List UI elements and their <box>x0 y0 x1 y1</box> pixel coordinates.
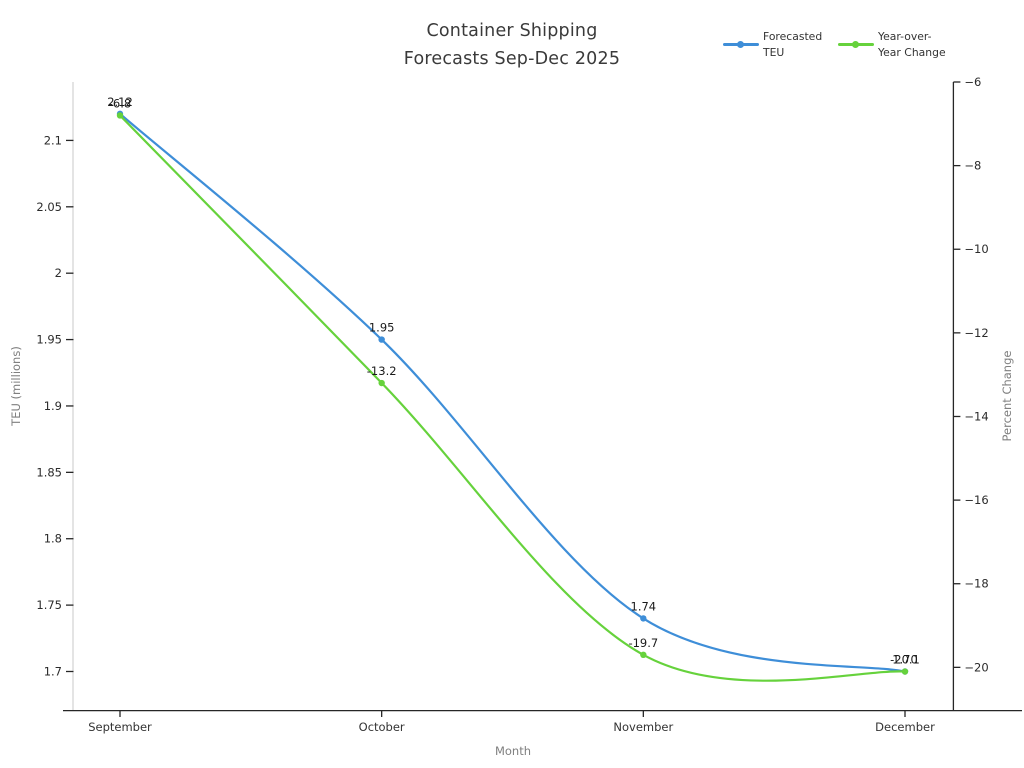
x-tick-label: December <box>875 720 935 734</box>
legend-marker-dot-icon <box>852 40 859 48</box>
data-point-marker <box>640 651 647 659</box>
y-left-tick-label: 1.85 <box>36 465 62 479</box>
legend-label-line1: Year-over- <box>878 30 932 43</box>
y-left-tick-label: 1.95 <box>36 333 62 347</box>
y-right-tick-label: −20 <box>964 660 988 674</box>
y-right-tick-label: −16 <box>964 493 988 507</box>
y-right-tick-label: −6 <box>964 75 981 89</box>
y-left-tick-label: 2.05 <box>36 200 62 214</box>
data-point-marker <box>116 112 124 119</box>
legend-item-forecasted-teu: Forecasted TEU <box>723 29 823 60</box>
legend-label-line1: Forecasted <box>763 30 823 43</box>
data-point-label: 2.12 <box>107 95 133 109</box>
y-left-tick-label: 2 <box>55 266 62 280</box>
y-axis-title-right: Percent Change <box>1000 350 1014 442</box>
y-right-tick-label: −8 <box>964 159 981 173</box>
data-point-label: -6.8 <box>109 96 131 110</box>
y-right-tick-label: −12 <box>964 326 988 340</box>
y-right-tick-label: −14 <box>964 409 988 423</box>
y-left-tick-label: 1.8 <box>44 532 62 546</box>
y-left-tick-label: 1.9 <box>44 399 62 413</box>
x-axis-title: Month <box>494 744 532 758</box>
series-line-forecasted-teu <box>118 112 907 673</box>
legend-item-yoy-change: Year-over- Year Change <box>838 29 946 60</box>
y-axis-title-left: TEU (millions) <box>9 346 23 426</box>
legend-marker-dot-icon <box>737 40 744 48</box>
data-point-label: 1.74 <box>631 599 657 613</box>
x-tick-label: September <box>88 720 152 734</box>
data-point-label: 1.70 <box>892 652 918 666</box>
chart-title-line1: Container Shipping <box>426 21 598 41</box>
data-point-marker <box>378 336 385 343</box>
legend-line-swatch-blue <box>723 40 759 48</box>
legend-label-line2: TEU <box>763 45 785 59</box>
y-right-tick-label: −18 <box>964 577 988 591</box>
legend-label-line2: Year Change <box>878 45 946 59</box>
data-point-label: 1.95 <box>369 321 395 335</box>
y-left-tick-label: 1.75 <box>36 598 62 612</box>
data-point-label: -13.2 <box>367 364 397 378</box>
y-left-tick-label: 1.7 <box>44 664 62 678</box>
y-left-tick-label: 2.1 <box>44 133 62 147</box>
data-point-label: -20.1 <box>890 653 920 667</box>
x-tick-label: October <box>359 720 405 734</box>
x-tick-label: November <box>613 720 673 734</box>
data-point-marker <box>901 668 909 675</box>
data-point-marker <box>640 615 647 622</box>
data-point-label: -19.7 <box>628 636 658 650</box>
chart-title-line2: Forecasts Sep-Dec 2025 <box>403 49 621 69</box>
series-line-year-over-year-change <box>118 114 907 682</box>
legend-line-swatch-green <box>838 40 874 48</box>
y-right-tick-label: −10 <box>964 242 988 256</box>
data-point-marker <box>378 379 385 387</box>
